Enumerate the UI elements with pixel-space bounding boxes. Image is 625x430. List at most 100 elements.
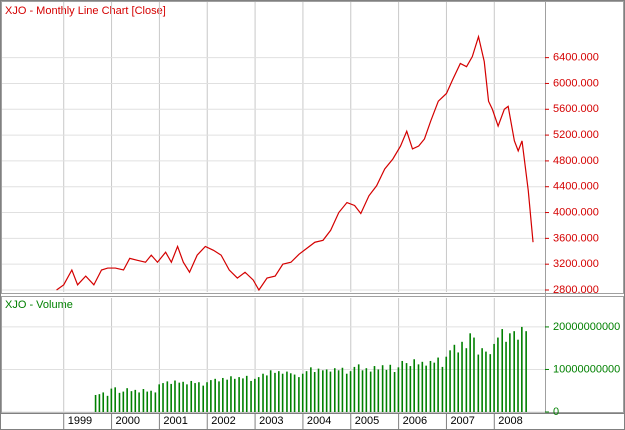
volume-bar xyxy=(397,367,400,412)
volume-bar xyxy=(385,369,388,412)
volume-bar xyxy=(150,390,152,412)
volume-bar xyxy=(341,367,344,412)
volume-bar xyxy=(393,372,396,412)
volume-bar xyxy=(222,377,224,412)
volume-bar xyxy=(310,367,312,412)
volume-bar xyxy=(102,392,105,412)
volume-bar xyxy=(405,363,408,412)
volume-bar xyxy=(190,380,193,412)
y-tick-label: 6400.000 xyxy=(553,52,599,64)
volume-bar xyxy=(98,394,101,412)
volume-bar xyxy=(214,378,216,412)
volume-bar xyxy=(365,368,368,412)
volume-bar xyxy=(501,329,504,412)
volume-bar xyxy=(333,368,336,412)
volume-bar xyxy=(429,360,432,412)
volume-bar xyxy=(465,348,468,412)
y-tick-label: 3600.000 xyxy=(553,232,599,244)
x-tick-label: 2006 xyxy=(403,415,427,427)
x-tick-label: 2004 xyxy=(307,415,331,427)
volume-bar xyxy=(202,385,205,412)
volume-bar xyxy=(329,371,332,412)
volume-bar xyxy=(118,392,121,412)
volume-bar xyxy=(142,389,145,412)
volume-bar xyxy=(305,371,308,412)
volume-bar xyxy=(473,337,475,412)
volume-bar xyxy=(509,333,511,412)
volume-bar xyxy=(461,341,463,412)
volume-bar xyxy=(262,373,264,412)
price-panel xyxy=(1,1,624,294)
volume-bar xyxy=(245,375,248,412)
volume-bar xyxy=(525,331,527,412)
volume-bar xyxy=(182,381,184,412)
volume-bar xyxy=(357,364,360,412)
volume-bar xyxy=(313,372,316,412)
volume-bar xyxy=(493,343,495,412)
volume-bar xyxy=(293,374,296,412)
y-tick-label: 20000000000 xyxy=(553,321,620,333)
volume-bar xyxy=(122,391,125,412)
volume-bar xyxy=(381,365,384,412)
volume-bar xyxy=(278,371,280,412)
volume-bar xyxy=(134,389,137,412)
volume-bar xyxy=(274,372,276,412)
volume-bar xyxy=(425,365,427,412)
y-tick-label: 4800.000 xyxy=(553,155,599,167)
volume-bar xyxy=(389,364,392,412)
volume-bar xyxy=(377,369,380,412)
volume-bar xyxy=(233,378,236,412)
volume-bar xyxy=(401,360,404,412)
volume-bar xyxy=(513,331,515,412)
volume-bar xyxy=(186,384,188,412)
chart-title: XJO - Monthly Line Chart [Close] xyxy=(5,5,166,17)
volume-bar xyxy=(254,378,256,412)
x-tick-label: 2002 xyxy=(211,415,235,427)
volume-bar xyxy=(369,371,372,412)
volume-bar xyxy=(417,364,420,412)
volume-bar xyxy=(421,361,424,412)
volume-bar xyxy=(178,382,181,412)
volume-bar xyxy=(325,369,328,412)
y-tick-label: 0 xyxy=(553,406,559,418)
volume-bar xyxy=(298,377,300,412)
volume-bar xyxy=(170,383,172,412)
volume-bar xyxy=(138,392,140,412)
volume-bar xyxy=(130,391,133,412)
volume-bar xyxy=(257,377,260,412)
volume-bar xyxy=(441,366,444,412)
volume-bar xyxy=(345,373,348,412)
volume-bar xyxy=(162,383,164,412)
volume-bar xyxy=(146,391,149,412)
x-tick-label: 2007 xyxy=(450,415,474,427)
volume-bar xyxy=(497,337,499,412)
volume-bar xyxy=(437,357,439,412)
volume-bar xyxy=(206,382,208,412)
x-tick-label: 1999 xyxy=(68,415,92,427)
volume-bar xyxy=(242,378,244,412)
volume-bar xyxy=(481,348,483,412)
y-tick-label: 4000.000 xyxy=(553,206,599,218)
volume-bar xyxy=(337,370,340,412)
volume-bar xyxy=(126,388,128,412)
x-tick-label: 2000 xyxy=(116,415,140,427)
volume-bar xyxy=(521,326,523,412)
volume-bar xyxy=(317,368,320,412)
y-tick-label: 6000.000 xyxy=(553,77,599,89)
volume-bar xyxy=(158,384,160,412)
volume-bar xyxy=(489,354,492,412)
y-tick-label: 2800.000 xyxy=(553,284,599,296)
volume-bar xyxy=(269,370,272,412)
volume-bar xyxy=(286,371,288,412)
volume-bar xyxy=(361,370,364,412)
x-tick-label: 2003 xyxy=(259,415,283,427)
volume-bar xyxy=(409,366,412,412)
volume-bar xyxy=(517,339,519,412)
volume-bar xyxy=(453,344,456,412)
volume-bar xyxy=(198,382,200,412)
volume-bar xyxy=(114,387,116,412)
volume-bar xyxy=(373,366,376,412)
volume-bar xyxy=(413,359,415,412)
